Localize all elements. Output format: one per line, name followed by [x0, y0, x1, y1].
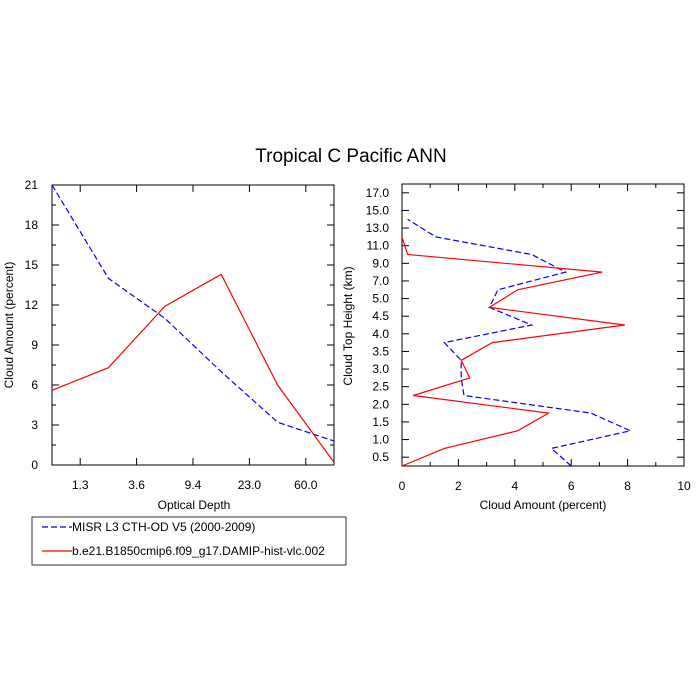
right-x-tick-label: 10 [677, 479, 691, 493]
left-y-tick-label: 6 [31, 378, 38, 392]
right-y-tick-label: 13.0 [366, 221, 390, 235]
left-axes: 1.3 3.6 9.4 23.0 60.0 0 3 6 9 12 15 18 21 [25, 178, 335, 492]
right-y-tick-label: 0.5 [372, 450, 389, 464]
right-y-tick-label: 17.0 [366, 186, 390, 200]
right-axes: 0 2 4 6 8 10 0.5 1.0 1.5 2.0 2.5 3.0 3.5 4.0 4.5 5.0 7.0… [366, 183, 691, 493]
right-y-tick-label: 4.5 [372, 309, 389, 323]
left-x-tick-label: 60.0 [294, 478, 318, 492]
left-y-tick-label: 15 [25, 258, 39, 272]
left-y-tick-label: 21 [25, 178, 39, 192]
left-series-model-line [51, 273, 335, 463]
right-x-tick-label: 4 [511, 479, 518, 493]
left-y-tick-label: 12 [25, 298, 39, 312]
left-plot-frame [51, 184, 335, 466]
right-x-tick-label: 6 [568, 479, 575, 493]
left-x-tick-label: 1.3 [72, 478, 89, 492]
right-y-tick-label: 7.0 [372, 274, 389, 288]
left-y-tick-label: 18 [25, 218, 39, 232]
left-y-tick-label: 3 [31, 418, 38, 432]
right-series-model-line [401, 236, 625, 467]
legend-box [31, 516, 347, 566]
right-y-tick-label: 2.5 [372, 380, 389, 394]
right-panel: 0 2 4 6 8 10 0.5 1.0 1.5 2.0 2.5 3.0 3.5 4.0 4.5 5.0 7.0… [341, 183, 691, 512]
left-panel: 1.3 3.6 9.4 23.0 60.0 0 3 6 9 12 15 18 21 Optical De… [2, 178, 335, 512]
left-series-misr-line [51, 184, 335, 442]
left-y-tick-label: 9 [31, 338, 38, 352]
right-y-tick-label: 1.5 [372, 415, 389, 429]
right-plot-frame [401, 183, 685, 467]
right-y-tick-label: 1.0 [372, 433, 389, 447]
right-series [401, 218, 633, 467]
right-y-tick-label: 3.5 [372, 344, 389, 358]
right-y-tick-label: 15.0 [366, 203, 390, 217]
right-y-tick-label: 9.0 [372, 256, 389, 270]
left-y-tick-label: 0 [31, 458, 38, 472]
right-series-misr-line [407, 218, 633, 467]
right-x-axis-label: Cloud Amount (percent) [480, 498, 607, 512]
left-y-axis-label: Cloud Amount (percent) [2, 262, 16, 389]
left-x-tick-label: 23.0 [238, 478, 262, 492]
right-x-tick-label: 0 [399, 479, 406, 493]
right-y-tick-label: 3.0 [372, 362, 389, 376]
right-x-tick-label: 8 [624, 479, 631, 493]
left-x-tick-label: 9.4 [185, 478, 202, 492]
figure-title: Tropical C Pacific ANN [255, 146, 446, 167]
legend: MISR L3 CTH-OD V5 (2000-2009) b.e21.B185… [31, 516, 347, 566]
left-x-tick-label: 3.6 [128, 478, 145, 492]
right-x-tick-label: 2 [455, 479, 462, 493]
right-y-axis-label: Cloud Top Height (km) [341, 266, 355, 385]
left-x-axis-label: Optical Depth [158, 498, 231, 512]
legend-label-misr: MISR L3 CTH-OD V5 (2000-2009) [72, 520, 255, 534]
left-series [51, 184, 335, 463]
right-y-tick-label: 2.0 [372, 397, 389, 411]
right-y-tick-label: 4.0 [372, 327, 389, 341]
right-y-tick-label: 5.0 [372, 292, 389, 306]
right-y-tick-label: 11.0 [367, 239, 390, 253]
legend-label-model: b.e21.B1850cmip6.f09_g17.DAMIP-hist-vlc.… [72, 544, 325, 558]
